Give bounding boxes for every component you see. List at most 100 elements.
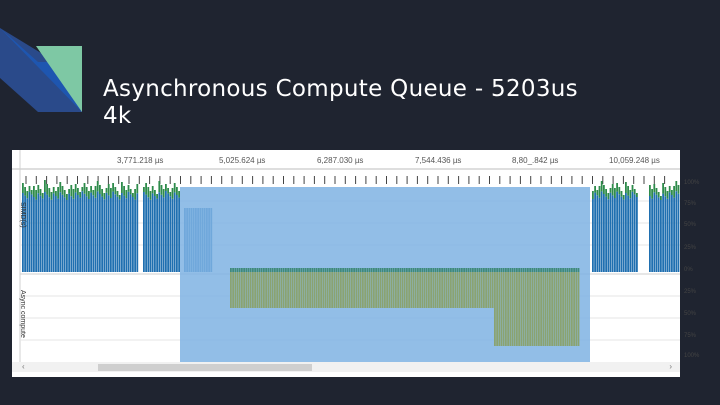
pct-label: 25% xyxy=(684,289,697,295)
async-bar-cap xyxy=(474,268,476,272)
async-bar-cap xyxy=(417,268,419,272)
async-bar xyxy=(386,272,388,308)
async-bar xyxy=(276,272,278,308)
simd-bar xyxy=(657,197,660,272)
simd-bar-cap xyxy=(134,189,136,200)
async-bar-cap xyxy=(234,268,237,272)
simd-bar-cap xyxy=(600,181,603,192)
async-bar xyxy=(370,272,373,308)
async-bar xyxy=(302,272,305,308)
async-bar-cap xyxy=(395,268,397,272)
simd-bar-cap xyxy=(660,196,662,200)
async-bar xyxy=(348,272,351,308)
async-bar-cap xyxy=(436,268,439,272)
async-bar-cap xyxy=(557,268,560,272)
simd-bar-cap xyxy=(28,186,31,192)
async-bar-cap xyxy=(245,268,248,272)
async-bar-cap xyxy=(544,268,547,272)
simd-bar-cap xyxy=(48,188,51,198)
simd-bar-cap xyxy=(176,187,178,195)
simd-bar-cap xyxy=(673,186,675,198)
simd-bar-cap xyxy=(636,193,638,197)
async-bar xyxy=(540,272,542,346)
async-bar xyxy=(285,272,287,308)
slide-corner-decoration xyxy=(0,28,82,112)
async-bar xyxy=(412,272,415,308)
async-bar xyxy=(476,272,479,308)
async-bar-cap xyxy=(379,268,382,272)
async-bar xyxy=(463,272,465,308)
async-bar-cap xyxy=(309,268,311,272)
async-bar-cap xyxy=(278,268,281,272)
simd-bar xyxy=(41,198,44,272)
simd-bar xyxy=(88,199,90,272)
async-bar xyxy=(326,272,329,308)
async-bar xyxy=(423,272,426,308)
async-bar-cap xyxy=(463,268,465,272)
async-bar xyxy=(362,272,364,308)
async-bar xyxy=(430,272,432,308)
async-bar-cap xyxy=(522,268,525,272)
async-bar xyxy=(353,272,355,308)
async-bar xyxy=(465,272,468,308)
async-bar-cap xyxy=(340,268,342,272)
async-bar xyxy=(531,272,534,346)
pct-label: 25% xyxy=(684,245,697,251)
timeline-chart[interactable] xyxy=(12,150,680,377)
simd-bar-cap xyxy=(653,184,656,193)
scrollbar-thumb[interactable] xyxy=(98,364,312,371)
async-bar xyxy=(282,272,285,308)
async-bar xyxy=(359,272,362,308)
async-bar xyxy=(247,272,250,308)
async-bar-cap xyxy=(267,268,270,272)
async-bar-cap xyxy=(577,268,580,272)
horizontal-scrollbar[interactable]: ‹ › xyxy=(12,362,680,372)
pct-label: 50% xyxy=(684,311,697,317)
async-bar xyxy=(529,272,531,346)
scroll-left-icon[interactable]: ‹ xyxy=(22,362,25,371)
simd-bar-cap xyxy=(671,190,673,195)
async-bar xyxy=(397,272,399,308)
simd-bar xyxy=(156,198,158,272)
async-bar-cap xyxy=(568,268,571,272)
async-bar-cap xyxy=(399,268,402,272)
async-bar-cap xyxy=(397,268,399,272)
simd-bar xyxy=(655,194,658,272)
ruler-label: 7,544.436 µs xyxy=(415,156,462,165)
async-bar-cap xyxy=(406,268,408,272)
async-bar-cap xyxy=(403,268,406,272)
async-bar xyxy=(524,272,527,346)
simd-bar-cap xyxy=(594,186,596,193)
async-bar-cap xyxy=(467,268,470,272)
async-bar-cap xyxy=(265,268,267,272)
simd-bar xyxy=(596,195,599,272)
async-bar xyxy=(487,272,490,308)
scroll-right-icon[interactable]: › xyxy=(669,362,672,371)
async-bar-cap xyxy=(564,268,567,272)
ruler-ticks xyxy=(25,176,666,184)
simd-bar xyxy=(171,198,174,272)
async-bar xyxy=(445,272,448,308)
async-bar-cap xyxy=(542,268,545,272)
simd-bar-cap xyxy=(50,192,53,200)
simd-bar xyxy=(147,197,150,272)
async-bar xyxy=(500,272,503,346)
ruler-label: 6,287.030 µs xyxy=(317,156,364,165)
async-bar-cap xyxy=(329,268,331,272)
simd-bar-cap xyxy=(39,189,42,196)
simd-bar-cap xyxy=(57,187,59,199)
simd-bar-cap xyxy=(677,185,680,194)
async-bar xyxy=(428,272,430,308)
simd-bar-cap xyxy=(35,190,37,200)
async-bar xyxy=(269,272,272,308)
async-bar-cap xyxy=(511,268,514,272)
simd-bar-cap xyxy=(171,188,174,199)
async-bar xyxy=(263,272,265,308)
async-bar xyxy=(399,272,402,308)
async-bar-cap xyxy=(333,268,336,272)
simd-bar-cap xyxy=(123,186,125,196)
simd-bar xyxy=(134,199,136,272)
simd-bar-cap xyxy=(158,181,161,193)
async-bar-cap xyxy=(401,268,404,272)
async-bar xyxy=(373,272,375,308)
